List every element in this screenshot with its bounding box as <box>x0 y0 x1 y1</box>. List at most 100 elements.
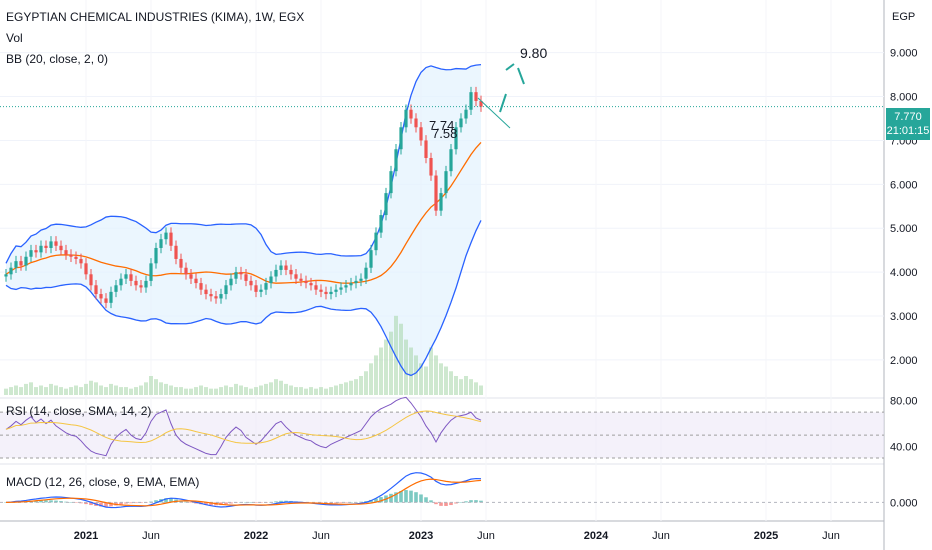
candle-body <box>59 245 63 251</box>
macd-histogram-bar <box>119 502 123 505</box>
high-price-label: 7.74 <box>429 118 454 133</box>
volume-bar <box>389 331 393 395</box>
candle-body <box>404 109 408 128</box>
candle-body <box>409 109 413 119</box>
volume-bar <box>449 371 453 395</box>
macd-signal-line <box>5 478 482 507</box>
macd-histogram-bar <box>169 498 173 503</box>
rsi-legend[interactable]: RSI (14, close, SMA, 14, 2) <box>6 404 152 418</box>
volume-bar <box>204 387 208 395</box>
candle-body <box>419 127 423 141</box>
candle-body <box>89 274 93 286</box>
volume-bar <box>124 387 128 395</box>
bb-lower-line <box>5 220 482 377</box>
macd-histogram-bar <box>379 497 383 503</box>
volume-bar <box>329 387 333 395</box>
price-tick-label: 5.000 <box>890 223 918 235</box>
candle-body <box>269 276 273 284</box>
macd-histogram-bar <box>154 500 158 503</box>
candle-body <box>329 291 333 295</box>
macd-histogram-bar <box>44 500 48 503</box>
volume-bar <box>129 388 133 395</box>
volume-bar <box>149 376 153 395</box>
volume-bar <box>179 387 183 395</box>
last-price-value: 7.770 <box>894 111 922 123</box>
candle-body <box>364 267 368 279</box>
candle-body <box>469 92 473 110</box>
macd-histogram-bar <box>469 500 473 503</box>
volume-bar <box>109 383 113 395</box>
time-tick-label: 2022 <box>244 530 268 542</box>
candle-body <box>14 261 18 268</box>
candle-body <box>449 149 453 172</box>
macd-histogram-bar <box>404 490 408 503</box>
candle-body <box>229 278 233 286</box>
volume-bar <box>339 383 343 395</box>
volume-bar <box>419 363 423 395</box>
macd-histogram-bar <box>69 502 73 503</box>
volume-bar <box>404 339 408 395</box>
candle-body <box>209 294 213 297</box>
volume-bar <box>289 385 293 395</box>
candle-body <box>164 232 168 240</box>
volume-bar <box>134 387 138 395</box>
chart-title[interactable]: EGYPTIAN CHEMICAL INDUSTRIES (KIMA), 1W,… <box>6 10 305 24</box>
time-tick-label: 2024 <box>584 530 609 542</box>
macd-histogram-bar <box>124 502 128 504</box>
macd-histogram-bar <box>59 501 63 503</box>
volume-bar <box>74 385 78 395</box>
macd-legend[interactable]: MACD (12, 26, close, 9, EMA, EMA) <box>6 475 200 489</box>
volume-bar <box>184 388 188 395</box>
candle-body <box>219 294 223 299</box>
candle-body <box>339 287 343 290</box>
candle-body <box>424 140 428 158</box>
price-tick-label: 8.000 <box>890 92 918 104</box>
volume-bar <box>94 382 98 395</box>
candle-body <box>124 274 128 279</box>
candle-body <box>379 215 383 233</box>
volume-bar <box>299 387 303 395</box>
candle-body <box>234 272 238 279</box>
candle-body <box>399 127 403 150</box>
volume-bar <box>249 388 253 395</box>
bb-legend[interactable]: BB (20, close, 2, 0) <box>6 52 109 66</box>
macd-histogram-bar <box>249 502 253 503</box>
macd-histogram-bar <box>164 498 168 503</box>
candle-body <box>299 278 303 281</box>
countdown-timer: 21:01:15 <box>886 125 930 137</box>
volume-bar <box>84 383 88 395</box>
macd-histogram-bar <box>449 502 453 506</box>
candle-body <box>314 285 318 290</box>
volume-bar <box>444 366 448 395</box>
candle-body <box>174 245 178 259</box>
macd-histogram-bar <box>464 501 468 503</box>
macd-histogram-bar <box>424 497 428 503</box>
macd-histogram-bar <box>329 502 333 504</box>
time-tick-label: Jun <box>312 530 330 542</box>
volume-bar <box>169 385 173 395</box>
volume-bar <box>304 388 308 395</box>
macd-histogram-bar <box>389 493 393 503</box>
volume-bar <box>359 376 363 395</box>
volume-bar <box>259 385 263 395</box>
volume-bar <box>144 382 148 395</box>
macd-histogram-bar <box>439 502 443 506</box>
volume-bar <box>429 347 433 395</box>
macd-histogram-bar <box>84 502 88 505</box>
volume-legend[interactable]: Vol <box>6 31 23 45</box>
candle-body <box>304 280 308 284</box>
volume-bar <box>189 388 193 395</box>
time-tick-label: 2023 <box>409 530 433 542</box>
volume-bar <box>434 355 438 395</box>
volume-bar <box>89 380 93 395</box>
macd-histogram-bar <box>109 502 113 507</box>
macd-histogram-bar <box>129 502 133 504</box>
macd-histogram-bar <box>374 498 378 503</box>
candle-body <box>44 245 48 248</box>
candle-body <box>374 232 378 251</box>
time-tick-label: Jun <box>652 530 670 542</box>
candle-body <box>109 291 113 303</box>
price-tick-label: 9.000 <box>890 48 918 60</box>
candle-body <box>244 274 248 281</box>
